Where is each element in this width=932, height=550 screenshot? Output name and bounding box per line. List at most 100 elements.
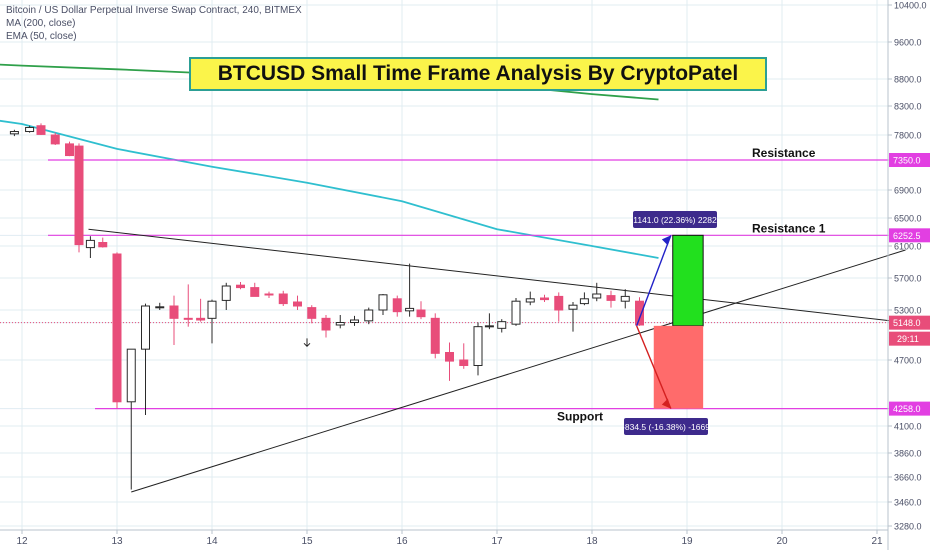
- candle-body: [169, 305, 179, 319]
- trendline: [131, 249, 906, 493]
- ema-50-line: [0, 119, 659, 259]
- candle-body: [126, 348, 136, 403]
- legend-ema: EMA (50, close): [6, 31, 77, 42]
- labels: Resistance Resistance 1 Support 1141.0 (22.…: [557, 146, 826, 435]
- candle-body: [378, 294, 388, 311]
- level-axis-label-bg: [889, 401, 930, 416]
- short-projection-label-bg: [624, 418, 708, 435]
- y-tick-label: 4700.0: [894, 356, 922, 366]
- candle-body: [350, 319, 359, 323]
- long-projection-label-bg: [633, 211, 717, 228]
- candle-body: [364, 309, 374, 322]
- x-tick-label: 21: [871, 536, 883, 547]
- chart-title-banner: BTCUSD Small Time Frame Analysis By Cryp…: [189, 57, 767, 91]
- legend-ma: MA (200, close): [6, 18, 76, 29]
- candle-body: [50, 134, 60, 145]
- candle-body: [9, 131, 19, 135]
- x-tick-label: 15: [301, 536, 313, 547]
- up-arrow-line: [635, 235, 672, 327]
- candle-body: [221, 285, 231, 301]
- x-tick-label: 18: [586, 536, 598, 547]
- candle-body: [183, 317, 193, 320]
- trendline: [88, 228, 906, 323]
- candle-body: [307, 307, 317, 319]
- candle-body: [25, 126, 35, 133]
- candle-body: [155, 306, 165, 309]
- y-tick-label: 3280.0: [894, 522, 922, 532]
- candle-body: [430, 317, 440, 354]
- candle-body: [74, 145, 84, 246]
- candle-body: [36, 125, 46, 135]
- candle-body: [264, 293, 274, 296]
- y-tick-label: 3460.0: [894, 498, 922, 508]
- candle-body: [445, 352, 454, 362]
- level-axis-label: 6252.5: [893, 231, 921, 241]
- price-axis-label: 5148.0: [893, 318, 921, 328]
- level-label: Resistance: [752, 146, 816, 160]
- y-tick-label: 8300.0: [894, 102, 922, 112]
- trendlines: [88, 228, 906, 493]
- down-arrow-head: [661, 398, 671, 409]
- level-axis-label: 4258.0: [893, 404, 921, 414]
- candles: [9, 123, 644, 490]
- candle-body: [606, 295, 616, 301]
- up-arrow-head: [661, 235, 671, 246]
- candle-body: [278, 293, 288, 305]
- candle-body: [392, 298, 402, 313]
- x-tick-label: 13: [111, 536, 123, 547]
- x-tick-label: 19: [681, 536, 693, 547]
- y-tick-label: 5700.0: [894, 274, 922, 284]
- marker-arrow-head: [303, 342, 311, 348]
- short-projection-box: [653, 325, 704, 409]
- x-tick-label: 17: [491, 536, 503, 547]
- level-axis-label-bg: [889, 153, 930, 167]
- candle-body: [98, 242, 108, 248]
- candle-body: [416, 309, 426, 318]
- level-label: Resistance 1: [752, 221, 826, 235]
- level-axis-label-bg: [889, 228, 930, 243]
- candle-body: [473, 326, 483, 366]
- candle-body: [554, 295, 564, 311]
- y-tick-label: 9600.0: [894, 38, 922, 48]
- candle-body: [592, 293, 602, 299]
- x-tick-label: 12: [16, 536, 28, 547]
- candle-body: [141, 305, 150, 350]
- countdown-axis-bg: [889, 331, 930, 346]
- candle-body: [511, 300, 521, 325]
- candle-body: [579, 298, 589, 305]
- projection-boxes: [653, 234, 704, 409]
- y-tick-label: 8800.0: [894, 75, 922, 85]
- y-tick-label: 7800.0: [894, 131, 922, 141]
- y-tick-label: 3660.0: [894, 473, 922, 483]
- candle-body: [525, 298, 535, 303]
- candle-body: [293, 301, 302, 307]
- candle-body: [405, 307, 415, 312]
- level-lines: [0, 159, 888, 410]
- candle-body: [484, 325, 494, 328]
- candle-body: [635, 300, 644, 326]
- level-label: Support: [557, 410, 603, 424]
- y-tick-label: 6900.0: [894, 186, 922, 196]
- y-tick-label: 5300.0: [894, 306, 922, 316]
- candle-body: [321, 317, 331, 331]
- countdown-axis-label: 29:11: [897, 334, 919, 344]
- candle-body: [540, 297, 549, 301]
- y-tick-label: 10400.0: [894, 1, 927, 11]
- candle-body: [250, 287, 260, 297]
- candle-body: [196, 317, 206, 321]
- candle-body: [236, 284, 245, 289]
- short-projection-label: -834.5 (-16.38%) -1669: [622, 422, 710, 432]
- legend-symbol: Bitcoin / US Dollar Perpetual Inverse Sw…: [6, 5, 302, 16]
- candle-body: [620, 295, 630, 302]
- candle-body: [497, 321, 507, 329]
- candle-body: [85, 239, 95, 249]
- x-tick-label: 16: [396, 536, 408, 547]
- x-tick-label: 20: [776, 536, 788, 547]
- y-tick-label: 6500.0: [894, 214, 922, 224]
- candle-body: [112, 253, 122, 403]
- candle-body: [335, 322, 345, 326]
- x-tick-label: 14: [206, 536, 218, 547]
